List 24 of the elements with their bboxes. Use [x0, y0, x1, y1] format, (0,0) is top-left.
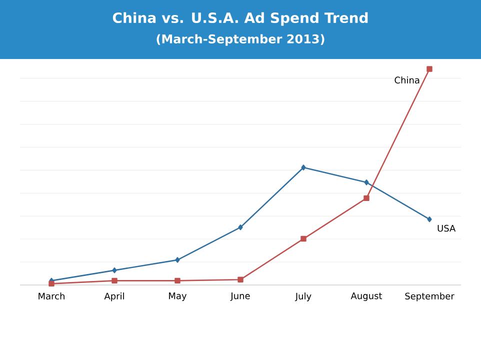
point: [364, 180, 369, 186]
x-tick-label: March: [38, 292, 64, 300]
series-label: USA: [438, 224, 456, 232]
x-tick-label: June: [230, 292, 250, 301]
x-tick-label: September: [405, 292, 454, 302]
point: [238, 276, 244, 282]
point: [238, 224, 243, 230]
point: [48, 280, 54, 287]
series-label: China: [394, 76, 420, 84]
point: [112, 267, 117, 274]
point: [112, 278, 118, 284]
point: [300, 236, 306, 242]
point: [426, 66, 432, 72]
chart-subtitle: (March-September 2013): [156, 34, 324, 46]
point: [301, 164, 306, 170]
point: [364, 195, 370, 202]
x-tick-label: April: [104, 292, 124, 302]
x-tick-label: July: [294, 292, 312, 302]
chart-title: China vs. U.S.A. Ad Spend Trend: [112, 12, 368, 26]
point: [174, 278, 180, 284]
point: [175, 257, 180, 263]
point: [427, 216, 432, 222]
x-tick-label: May: [169, 292, 187, 301]
x-tick-label: August: [350, 292, 382, 301]
